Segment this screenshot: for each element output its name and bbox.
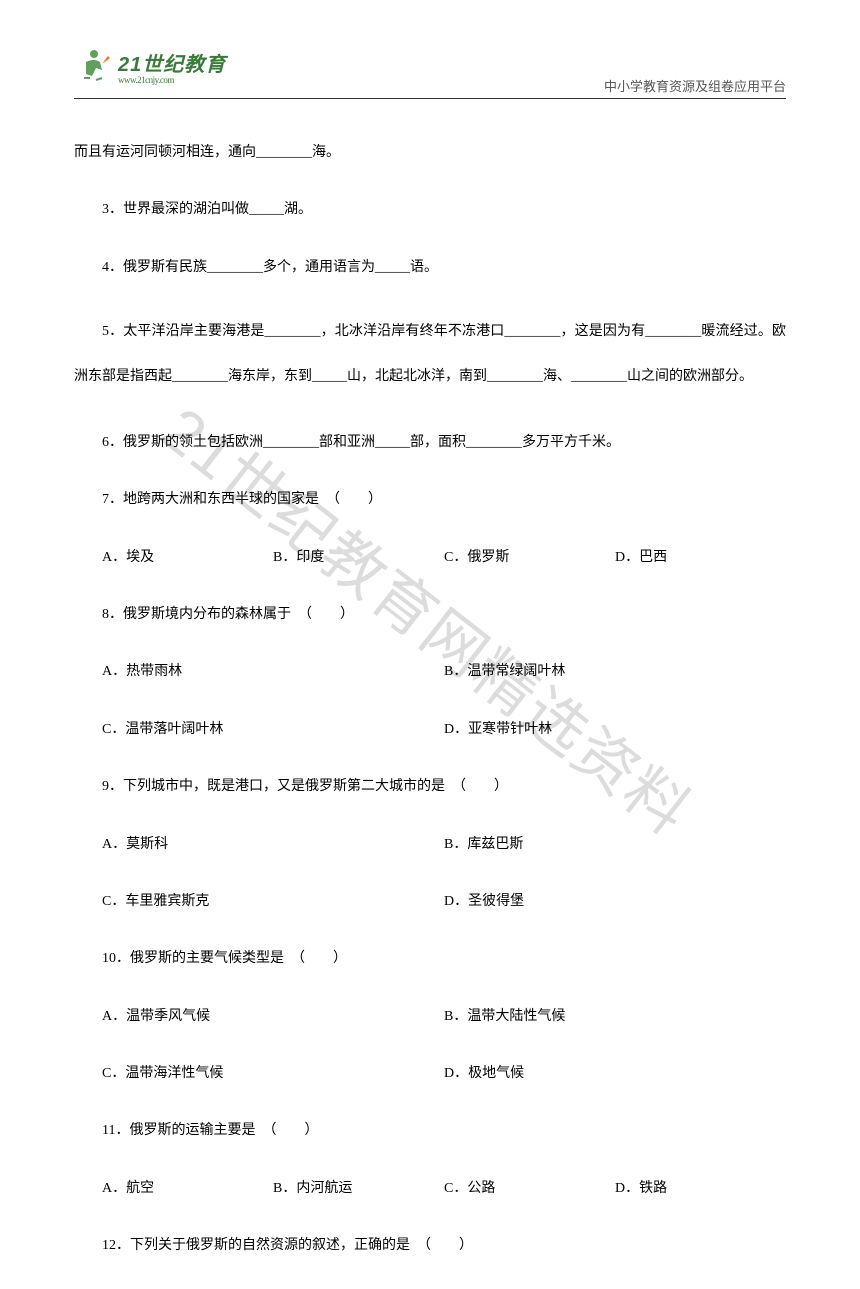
continuation-line: 而且有运河同顿河相连，通向________海。 — [74, 138, 786, 167]
question-12-stem: 12．下列关于俄罗斯的自然资源的叙述，正确的是 （ ） — [74, 1231, 786, 1260]
question-10-stem: 10．俄罗斯的主要气候类型是 （ ） — [74, 944, 786, 973]
q11-option-a: A．航空 — [102, 1174, 273, 1203]
q9-option-d: D．圣彼得堡 — [444, 887, 786, 916]
q10-option-a: A．温带季风气候 — [102, 1002, 444, 1031]
q11-option-c: C．公路 — [444, 1174, 615, 1203]
q7-option-b: B．印度 — [273, 543, 444, 572]
question-3: 3．世界最深的湖泊叫做_____湖。 — [74, 195, 786, 224]
logo: 21世纪教育 www.21cnjy.com — [78, 48, 226, 85]
question-7-stem: 7．地跨两大洲和东西半球的国家是 （ ） — [74, 485, 786, 514]
question-9-options: A．莫斯科 B．库兹巴斯 C．车里雅宾斯克 D．圣彼得堡 — [74, 830, 786, 917]
q11-option-b: B．内河航运 — [273, 1174, 444, 1203]
q10-option-b: B．温带大陆性气候 — [444, 1002, 786, 1031]
logo-figure-icon — [78, 48, 114, 84]
q9-option-b: B．库兹巴斯 — [444, 830, 786, 859]
q7-option-d: D．巴西 — [615, 543, 786, 572]
logo-main-text: 21世纪教育 — [118, 48, 226, 77]
q8-option-d: D．亚寒带针叶林 — [444, 715, 786, 744]
question-4: 4．俄罗斯有民族________多个，通用语言为_____语。 — [74, 253, 786, 282]
question-5: 5．太平洋沿岸主要海港是________，北冰洋沿岸有终年不冻港口_______… — [74, 310, 786, 400]
q8-option-b: B．温带常绿阔叶林 — [444, 657, 786, 686]
q8-option-c: C．温带落叶阔叶林 — [102, 715, 444, 744]
q9-option-c: C．车里雅宾斯克 — [102, 887, 444, 916]
q7-option-a: A．埃及 — [102, 543, 273, 572]
document-content: 而且有运河同顿河相连，通向________海。 3．世界最深的湖泊叫做_____… — [74, 138, 786, 1289]
q10-option-d: D．极地气候 — [444, 1059, 786, 1088]
question-9-stem: 9．下列城市中，既是港口，又是俄罗斯第二大城市的是 （ ） — [74, 772, 786, 801]
question-10-options: A．温带季风气候 B．温带大陆性气候 C．温带海洋性气候 D．极地气候 — [74, 1002, 786, 1089]
q10-option-c: C．温带海洋性气候 — [102, 1059, 444, 1088]
question-11-stem: 11．俄罗斯的运输主要是 （ ） — [74, 1116, 786, 1145]
header-divider — [74, 98, 786, 99]
header-right-text: 中小学教育资源及组卷应用平台 — [604, 76, 786, 95]
question-11-options: A．航空 B．内河航运 C．公路 D．铁路 — [74, 1174, 786, 1203]
q8-option-a: A．热带雨林 — [102, 657, 444, 686]
question-8-options: A．热带雨林 B．温带常绿阔叶林 C．温带落叶阔叶林 D．亚寒带针叶林 — [74, 657, 786, 744]
question-6: 6．俄罗斯的领土包括欧洲________部和亚洲_____部，面积_______… — [74, 428, 786, 457]
question-7-options: A．埃及 B．印度 C．俄罗斯 D．巴西 — [74, 543, 786, 572]
q7-option-c: C．俄罗斯 — [444, 543, 615, 572]
question-8-stem: 8．俄罗斯境内分布的森林属于 （ ） — [74, 600, 786, 629]
logo-text-block: 21世纪教育 www.21cnjy.com — [118, 48, 226, 85]
page-header: 21世纪教育 www.21cnjy.com 中小学教育资源及组卷应用平台 — [0, 48, 860, 108]
q9-option-a: A．莫斯科 — [102, 830, 444, 859]
q11-option-d: D．铁路 — [615, 1174, 786, 1203]
